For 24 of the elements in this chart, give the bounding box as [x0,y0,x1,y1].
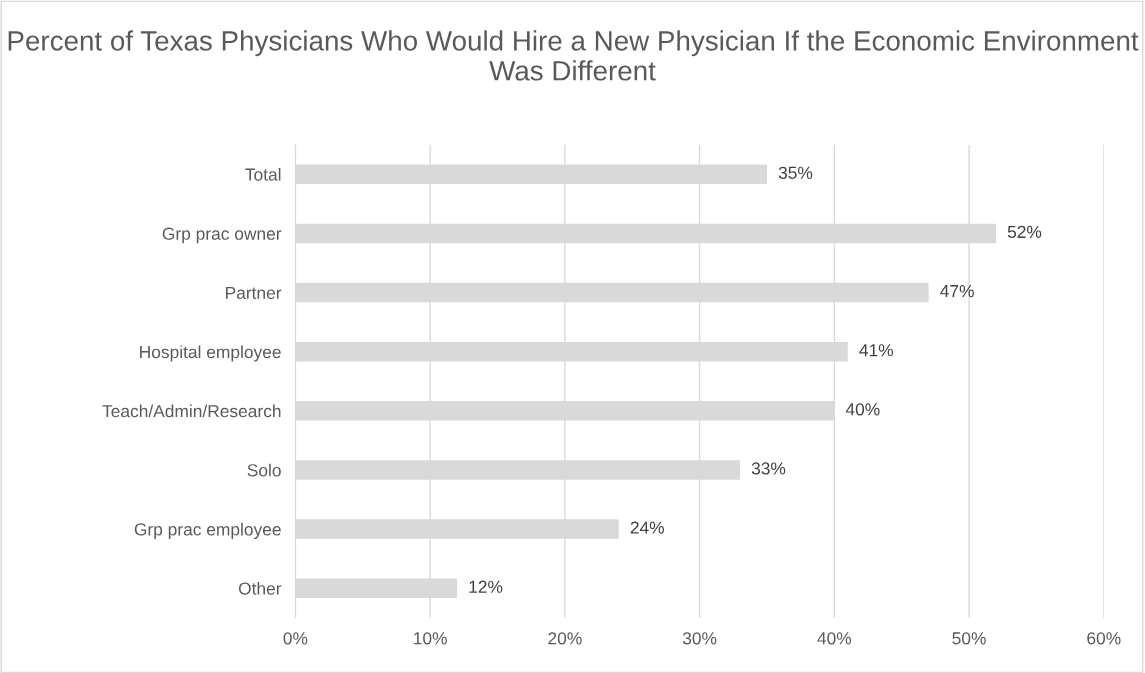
data-label: 12% [469,580,503,593]
data-label: 41% [859,344,894,357]
y-tick-label: Solo [247,463,281,477]
data-label: 52% [1007,225,1042,239]
x-tick-label: 40% [817,632,852,645]
x-tick-label: 60% [1087,632,1121,645]
data-label: 33% [751,462,786,475]
x-tick-label: 20% [548,632,582,645]
y-tick-label: Grp prac owner [162,227,282,244]
chart-title: Percent of Texas Physicians Who Would Hire a New Physician If the Economic Environment Was Different [8,30,1139,81]
x-tick-label: 50% [952,632,986,645]
y-tick-label: Grp prac employee [134,522,281,539]
x-tick-label: 30% [682,632,717,645]
data-label: 47% [940,284,974,298]
x-tick-label: 0% [283,632,308,645]
y-tick-label: Other [238,581,282,595]
data-label: 40% [845,403,880,416]
data-label: 35% [778,166,813,179]
y-tick-label: Hospital employee [140,345,281,362]
data-label: 24% [630,521,664,534]
y-tick-label: Total [245,167,281,181]
x-tick-label: 10% [414,632,447,645]
y-tick-label: Partner [226,286,282,300]
y-tick-label: Teach/Admin/Research [102,404,281,418]
